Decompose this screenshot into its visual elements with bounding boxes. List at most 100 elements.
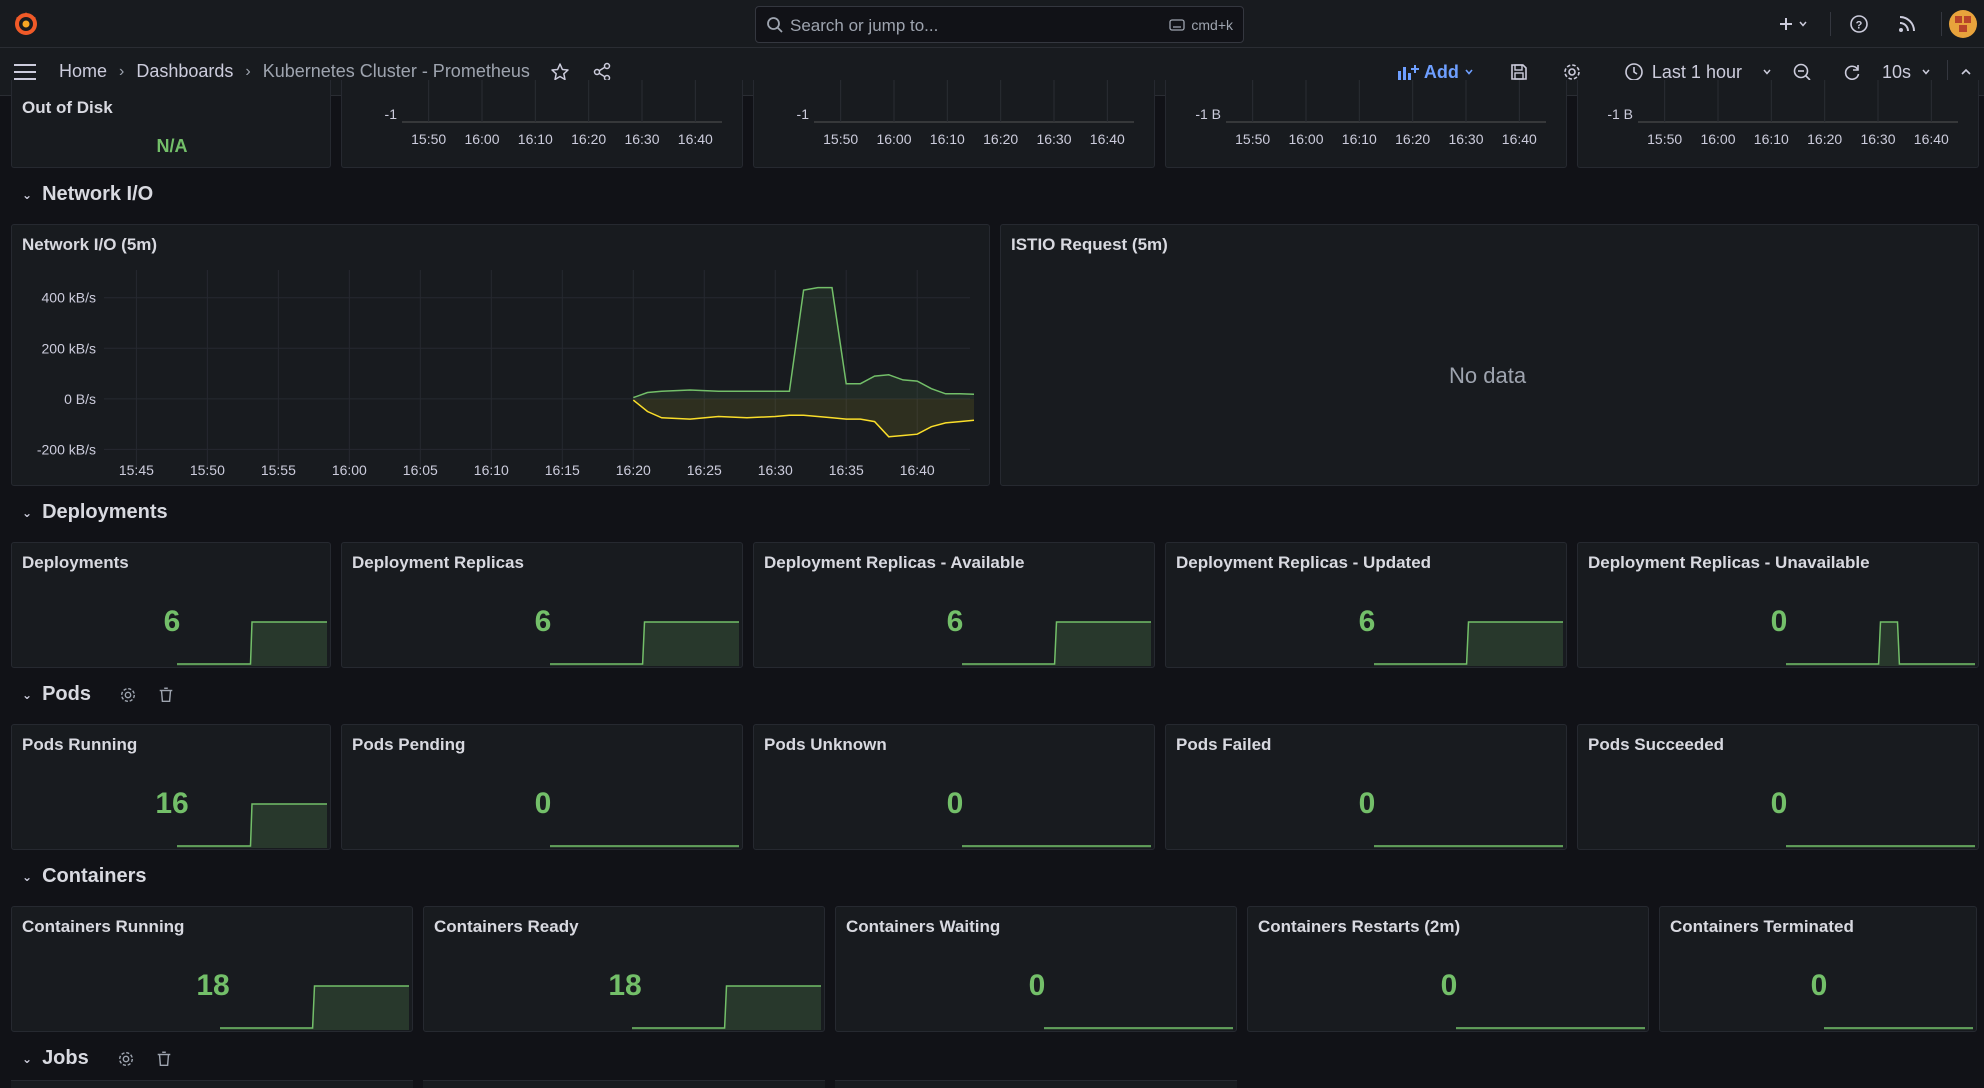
x-tick-label: 16:20: [1807, 131, 1842, 147]
panel-title: Deployment Replicas - Updated: [1176, 553, 1432, 572]
sparkline: [962, 621, 1151, 666]
partial-chart-panel-3[interactable]: -1 B 15:50 16:00 16:10 16:20 16:30 16:40: [1165, 80, 1567, 168]
sparkline: [1786, 845, 1975, 848]
zoom-out-button[interactable]: [1772, 62, 1832, 82]
chevron-down-icon: ⌄: [22, 187, 33, 202]
divider: [1947, 60, 1948, 84]
x-tick-label: 16:30: [1860, 131, 1895, 147]
rss-icon: [1899, 16, 1915, 32]
stat-panel[interactable]: Containers Ready 18: [423, 906, 825, 1032]
panel-title: Deployment Replicas - Unavailable: [1588, 553, 1870, 572]
y-tick-label: -200 kB/s: [37, 441, 96, 457]
stat-value: 6: [946, 605, 964, 638]
x-tick-label: 16:00: [1288, 131, 1323, 147]
save-dashboard-button[interactable]: [1484, 62, 1554, 82]
stat-panel[interactable]: Deployment Replicas - Unavailable 0: [1577, 542, 1979, 668]
row-network-io[interactable]: ⌄ Network I/O: [22, 183, 153, 206]
row-deployments[interactable]: ⌄ Deployments: [22, 501, 168, 524]
row-jobs[interactable]: ⌄ Jobs: [22, 1047, 173, 1070]
help-icon: ?: [1850, 15, 1868, 33]
chevron-down-icon: ⌄: [22, 869, 33, 884]
y-tick-label: -1: [385, 106, 398, 122]
row-settings-icon[interactable]: [117, 1050, 135, 1068]
panel-title: Pods Pending: [352, 735, 466, 754]
avatar[interactable]: [1942, 10, 1984, 38]
x-tick-label: 15:50: [411, 131, 446, 147]
y-tick-label: 400 kB/s: [42, 290, 96, 306]
stat-panel[interactable]: Containers Terminated 0: [1659, 906, 1977, 1032]
new-menu-button[interactable]: [1770, 16, 1816, 32]
panel-title: Deployment Replicas - Available: [764, 553, 1025, 572]
search-shortcut: cmd+k: [1169, 17, 1233, 33]
panel-title: Containers Running: [22, 917, 185, 936]
stat-panel[interactable]: Deployment Replicas - Updated 6: [1165, 542, 1567, 668]
x-tick-label: 16:30: [624, 131, 659, 147]
series-area-1: [633, 398, 974, 437]
sparkline: [1786, 621, 1975, 666]
breadcrumb-home[interactable]: Home: [59, 61, 108, 81]
x-tick-label: 16:20: [616, 462, 651, 478]
share-icon[interactable]: [592, 62, 612, 82]
stat-value: 0: [1028, 969, 1046, 1002]
dashboard-settings-button[interactable]: [1554, 62, 1590, 82]
stat-panel[interactable]: Deployment Replicas - Available 6: [753, 542, 1155, 668]
breadcrumb: Home › Dashboards › Kubernetes Cluster -…: [59, 61, 612, 82]
sparkline-line: [1374, 621, 1563, 665]
add-button[interactable]: Add: [1397, 62, 1474, 83]
search-input[interactable]: Search or jump to... cmd+k: [755, 6, 1244, 43]
star-icon[interactable]: [550, 62, 570, 82]
stat-panel[interactable]: Containers Running 18: [11, 906, 413, 1032]
x-tick-label: 16:10: [474, 462, 509, 478]
y-tick-label: -1 B: [1607, 106, 1633, 122]
panel-title: Pods Failed: [1176, 735, 1272, 754]
row-pods[interactable]: ⌄ Pods: [22, 683, 175, 706]
x-tick-label: 15:50: [1647, 131, 1682, 147]
x-tick-label: 16:05: [403, 462, 438, 478]
y-tick-label: 200 kB/s: [42, 340, 96, 356]
row-containers[interactable]: ⌄ Containers: [22, 865, 147, 888]
time-range-picker[interactable]: Last 1 hour: [1624, 62, 1772, 83]
stat-panel[interactable]: Pods Succeeded 0: [1577, 724, 1979, 850]
stat-panel[interactable]: Pods Unknown 0: [753, 724, 1155, 850]
grafana-logo-icon[interactable]: [12, 10, 40, 38]
menu-icon[interactable]: [13, 62, 37, 82]
chevron-up-icon: [1961, 68, 1971, 75]
sparkline-area: [962, 622, 1151, 666]
row-settings-icon[interactable]: [119, 686, 137, 704]
collapse-header-button[interactable]: [1948, 66, 1984, 78]
news-button[interactable]: [1887, 14, 1927, 34]
out-of-disk-panel[interactable]: Out of Disk N/A: [11, 80, 331, 168]
stat-panel[interactable]: Pods Pending 0: [341, 724, 743, 850]
sparkline-line: [177, 803, 327, 847]
stat-value: 0: [534, 787, 552, 820]
refresh-interval-picker[interactable]: 10s: [1882, 62, 1931, 83]
stat-panel[interactable]: Deployments 6: [11, 542, 331, 668]
search-icon: [767, 17, 783, 33]
x-tick-label: 16:10: [930, 131, 965, 147]
partial-chart-panel-1[interactable]: -1 15:50 16:00 16:10 16:20 16:30 16:40: [341, 80, 743, 168]
refresh-button[interactable]: [1832, 62, 1872, 82]
x-tick-label: 16:00: [332, 462, 367, 478]
partial-chart-panel-2[interactable]: -1 15:50 16:00 16:10 16:20 16:30 16:40: [753, 80, 1155, 168]
stat-panel[interactable]: Pods Failed 0: [1165, 724, 1567, 850]
help-button[interactable]: ?: [1831, 14, 1887, 34]
row-delete-icon[interactable]: [155, 1050, 173, 1068]
sparkline-area: [632, 986, 821, 1030]
x-tick-label: 15:50: [1235, 131, 1270, 147]
stat-value: 0: [1440, 969, 1458, 1002]
network-io-panel[interactable]: Network I/O (5m) 400 kB/s 200 kB/s 0 B/s -2…: [11, 224, 990, 486]
stat-panel[interactable]: Containers Waiting 0: [835, 906, 1237, 1032]
stat-panel[interactable]: Containers Restarts (2m) 0: [1247, 906, 1649, 1032]
stat-panel[interactable]: Pods Running 16: [11, 724, 331, 850]
stat-panel[interactable]: Deployment Replicas 6: [341, 542, 743, 668]
istio-request-panel[interactable]: ISTIO Request (5m) No data: [1000, 224, 1979, 486]
breadcrumb-dashboards[interactable]: Dashboards: [136, 61, 234, 81]
sparkline-line: [550, 621, 739, 665]
panel-value: N/A: [156, 136, 188, 156]
row-delete-icon[interactable]: [157, 686, 175, 704]
sparkline: [632, 985, 821, 1030]
x-tick-label: 16:00: [876, 131, 911, 147]
partial-chart: -1 15:50 16:00 16:10 16:20 16:30 16:40: [385, 80, 722, 147]
stat-value: 0: [1358, 787, 1376, 820]
partial-chart-panel-4[interactable]: -1 B 15:50 16:00 16:10 16:20 16:30 16:40: [1577, 80, 1979, 168]
